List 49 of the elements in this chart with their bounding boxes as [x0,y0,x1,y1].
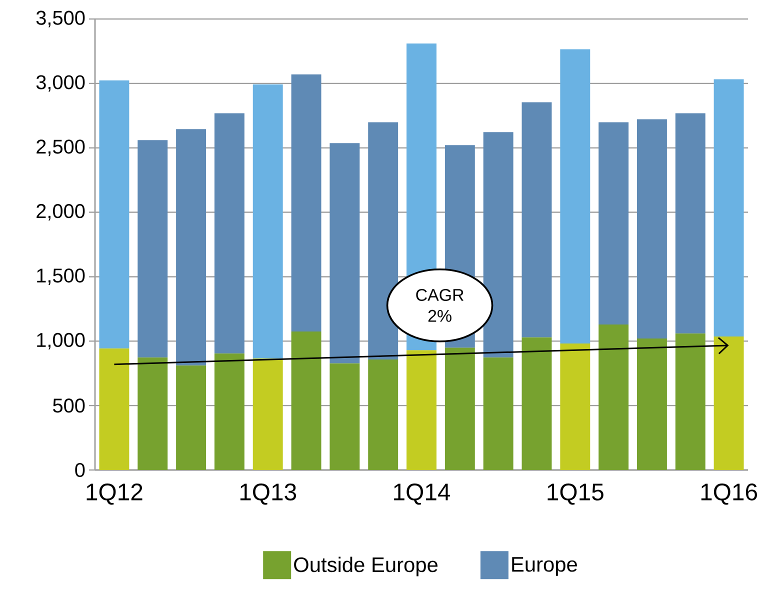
y-tick-label: 1,000 [37,332,85,350]
x-tick-label: 1Q15 [548,484,604,505]
bar [522,337,552,470]
bar [368,359,398,470]
bar [522,102,552,338]
bar [138,357,168,470]
bar [214,353,244,470]
bar [406,350,436,470]
bar [598,122,629,325]
x-tick-label: 1Q13 [240,484,296,505]
bar [444,348,475,470]
bar [636,338,667,470]
bar [176,365,206,470]
legend-label: Outside Europe [294,556,438,576]
bar [252,358,283,470]
bar [675,113,706,334]
bar [330,363,360,470]
annotation: 2% [428,310,452,322]
bar [714,79,744,337]
bar [675,333,706,470]
bar [483,357,514,470]
bar [598,324,629,470]
bar [560,343,590,470]
bar [291,74,322,332]
bar [330,143,360,364]
bar [252,84,283,358]
y-tick-label: 3,500 [36,10,85,28]
bar [99,80,130,348]
x-tick-label: 1Q16 [701,484,757,505]
bar [99,348,130,470]
bar [483,132,514,358]
bar [291,331,322,470]
y-tick-label: 3,000 [36,75,85,92]
bar [176,129,206,366]
bar [138,140,168,358]
bar [560,49,590,344]
annotation: CAGR [416,288,464,301]
bar [214,113,244,354]
y-tick-label: 2,000 [36,204,85,221]
bar [714,336,744,470]
bar [368,122,398,360]
bar [636,119,667,338]
x-tick-label: 1Q14 [394,484,450,505]
legend-label: Europe [512,557,577,576]
x-tick-label: 1Q12 [86,484,142,505]
y-tick-label: 500 [53,398,85,413]
y-tick-label: 2,500 [36,140,85,156]
y-tick-label: 0 [75,462,85,478]
y-tick-label: 1,500 [37,268,85,285]
